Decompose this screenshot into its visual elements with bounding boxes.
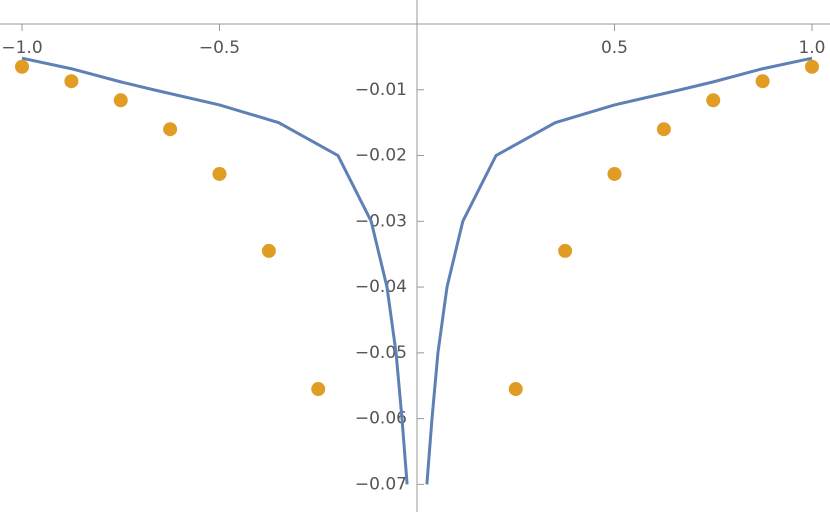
point — [656, 122, 671, 137]
point — [558, 243, 573, 258]
y-tick-label: −0.01 — [355, 80, 407, 100]
point — [64, 74, 79, 89]
point — [804, 59, 819, 74]
point — [508, 382, 523, 397]
point — [212, 166, 227, 181]
point — [706, 93, 721, 108]
point — [15, 59, 30, 74]
x-tick-label: −0.5 — [199, 38, 240, 58]
x-tick-label: 1.0 — [798, 38, 825, 58]
point — [113, 93, 128, 108]
x-tick-label: 0.5 — [601, 38, 628, 58]
point — [311, 382, 326, 397]
point — [261, 243, 276, 258]
y-tick-label: −0.03 — [355, 211, 407, 231]
y-tick-label: −0.02 — [355, 146, 407, 166]
x-tick-label: −1.0 — [1, 38, 42, 58]
y-tick-label: −0.04 — [355, 277, 407, 297]
y-tick-label: −0.06 — [355, 409, 407, 429]
line — [21, 56, 813, 485]
y-tick-label: −0.07 — [355, 474, 407, 494]
point — [163, 122, 178, 137]
point — [755, 74, 770, 89]
y-tick-label: −0.05 — [355, 343, 407, 363]
point — [607, 166, 622, 181]
